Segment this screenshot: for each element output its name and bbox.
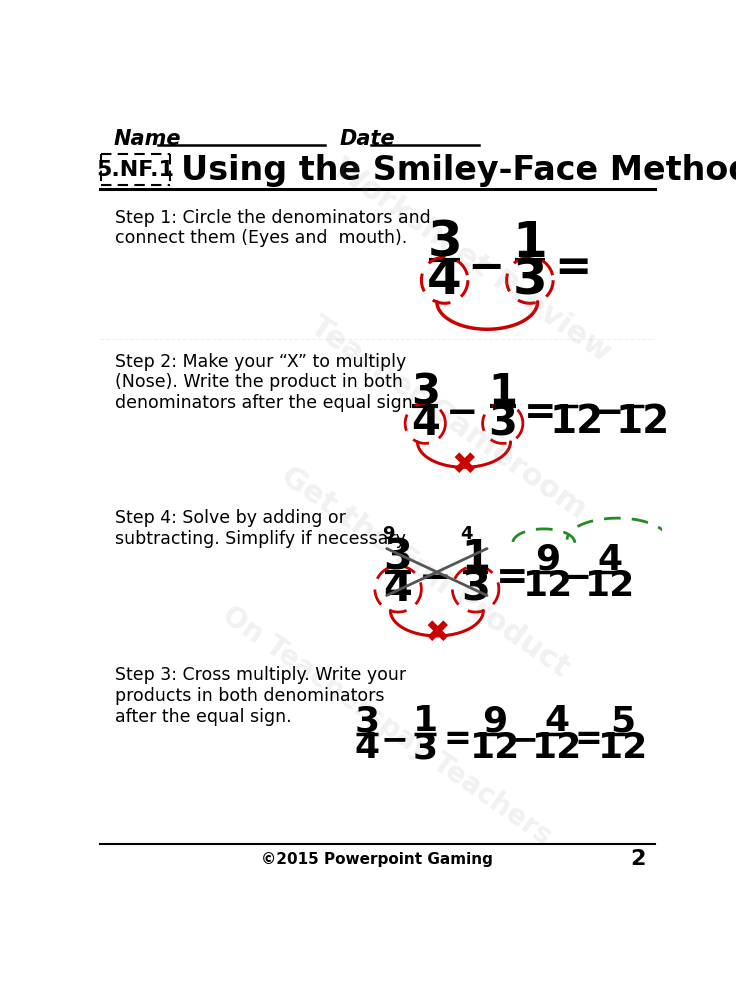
Text: 3: 3 — [488, 402, 517, 444]
Text: −: − — [381, 723, 408, 756]
Text: −: − — [592, 393, 624, 432]
Text: 4: 4 — [355, 731, 380, 765]
Text: 12: 12 — [523, 569, 573, 603]
Text: =: = — [574, 723, 602, 756]
Text: −: − — [419, 559, 452, 597]
Text: 3: 3 — [355, 704, 380, 739]
Text: 1: 1 — [488, 371, 517, 413]
Text: ✖: ✖ — [424, 619, 450, 648]
Text: 12: 12 — [598, 731, 648, 765]
Text: Step 4: Solve by adding or
subtracting. Simplify if necessary: Step 4: Solve by adding or subtracting. … — [116, 509, 406, 547]
Text: 5: 5 — [610, 704, 635, 739]
Text: 12: 12 — [532, 731, 582, 765]
Text: 9: 9 — [482, 704, 508, 739]
Text: Step 3: Cross multiply. Write your
products in both denominators
after the equal: Step 3: Cross multiply. Write your produ… — [116, 666, 406, 726]
Text: Date: Date — [340, 129, 396, 149]
Text: Using the Smiley-Face Method: Using the Smiley-Face Method — [181, 154, 736, 186]
Text: 12: 12 — [470, 731, 520, 765]
Text: =: = — [444, 723, 472, 756]
Text: 1: 1 — [512, 219, 548, 267]
Text: Step 2: Make your “X” to multiply
(Nose). Write the product in both
denominators: Step 2: Make your “X” to multiply (Nose)… — [116, 352, 419, 412]
Text: −: − — [467, 246, 504, 289]
Text: On Teacherspay Teachers: On Teacherspay Teachers — [216, 601, 556, 851]
Text: 5.NF.1: 5.NF.1 — [96, 160, 174, 181]
Text: 3: 3 — [512, 256, 548, 304]
Text: 12: 12 — [549, 403, 604, 441]
Text: 4: 4 — [383, 568, 413, 609]
Text: 9: 9 — [535, 542, 560, 577]
Text: Name: Name — [113, 129, 181, 149]
Text: 3: 3 — [413, 731, 438, 765]
Text: −: − — [446, 393, 478, 432]
Text: 4: 4 — [428, 256, 462, 304]
Text: =: = — [496, 559, 528, 597]
Text: =: = — [523, 393, 556, 432]
Text: =: = — [553, 246, 591, 289]
Text: 3: 3 — [428, 219, 462, 267]
Text: 4: 4 — [460, 525, 473, 542]
Text: −: − — [511, 723, 539, 756]
Text: 4: 4 — [545, 704, 570, 739]
Text: Teacher Gameroom: Teacher Gameroom — [305, 311, 592, 525]
Text: −: − — [562, 561, 592, 595]
Text: 3: 3 — [411, 371, 439, 413]
Text: Get the Full Product: Get the Full Product — [275, 461, 575, 683]
Text: 12: 12 — [584, 569, 635, 603]
Text: 4: 4 — [597, 542, 622, 577]
Text: 1: 1 — [461, 537, 490, 579]
Text: 12: 12 — [615, 403, 669, 441]
Text: 1: 1 — [413, 704, 438, 739]
Text: ©2015 Powerpoint Gaming: ©2015 Powerpoint Gaming — [261, 852, 493, 867]
Text: 9: 9 — [383, 525, 395, 542]
Text: 4: 4 — [411, 402, 439, 444]
Text: Step 1: Circle the denominators and
connect them (Eyes and  mouth).: Step 1: Circle the denominators and conn… — [116, 209, 431, 247]
Text: 3: 3 — [461, 568, 490, 609]
Text: Worksheet Preview: Worksheet Preview — [328, 153, 616, 367]
Text: ✖: ✖ — [451, 451, 477, 481]
Text: 3: 3 — [383, 537, 413, 579]
Text: 2: 2 — [631, 850, 646, 869]
